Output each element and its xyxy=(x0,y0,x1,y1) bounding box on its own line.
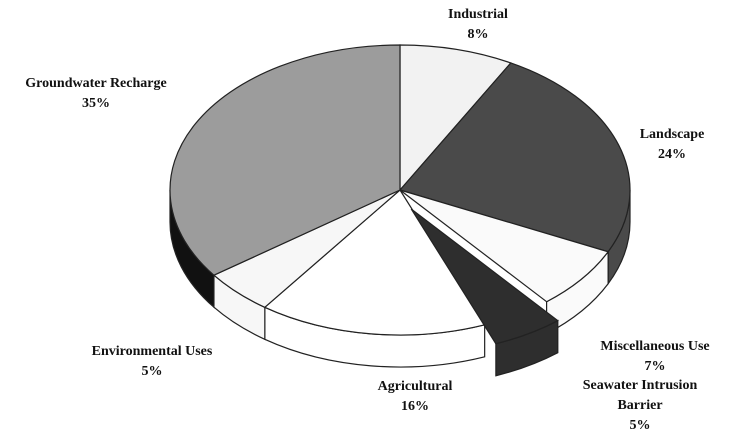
category-name: Agricultural xyxy=(377,379,453,394)
value-label: 8% xyxy=(467,27,489,42)
slice xyxy=(410,208,559,345)
value-label: 7% xyxy=(644,359,666,374)
value-label: 5% xyxy=(141,364,163,379)
slice xyxy=(399,44,512,192)
slice xyxy=(169,44,401,276)
value-label: 24% xyxy=(657,147,686,162)
slice-label: Miscellaneous Use 7% xyxy=(600,337,709,377)
value-label: 16% xyxy=(401,399,429,414)
category-name: Miscellaneous Use xyxy=(600,339,710,354)
slice xyxy=(399,189,610,303)
slice-label: Industrial 8% xyxy=(448,5,508,45)
slice-label: Landscape 24% xyxy=(640,125,705,165)
slice-label: Seawater Intrusion Barrier 5% xyxy=(565,376,715,436)
slice-label: Agricultural 16% xyxy=(378,377,453,417)
slice xyxy=(398,62,631,253)
slice xyxy=(263,189,486,336)
category-name: Environmental Uses xyxy=(91,344,213,359)
slice-label: Groundwater Recharge 35% xyxy=(25,74,166,114)
category-name: Industrial xyxy=(448,7,508,22)
value-label: 35% xyxy=(81,96,110,111)
value-label: 5% xyxy=(629,418,651,433)
category-name: Groundwater Recharge xyxy=(25,76,167,91)
category-name: Landscape xyxy=(639,127,705,142)
slice-label: Environmental Uses 5% xyxy=(92,342,213,382)
category-name: Seawater Intrusion Barrier xyxy=(582,378,698,413)
